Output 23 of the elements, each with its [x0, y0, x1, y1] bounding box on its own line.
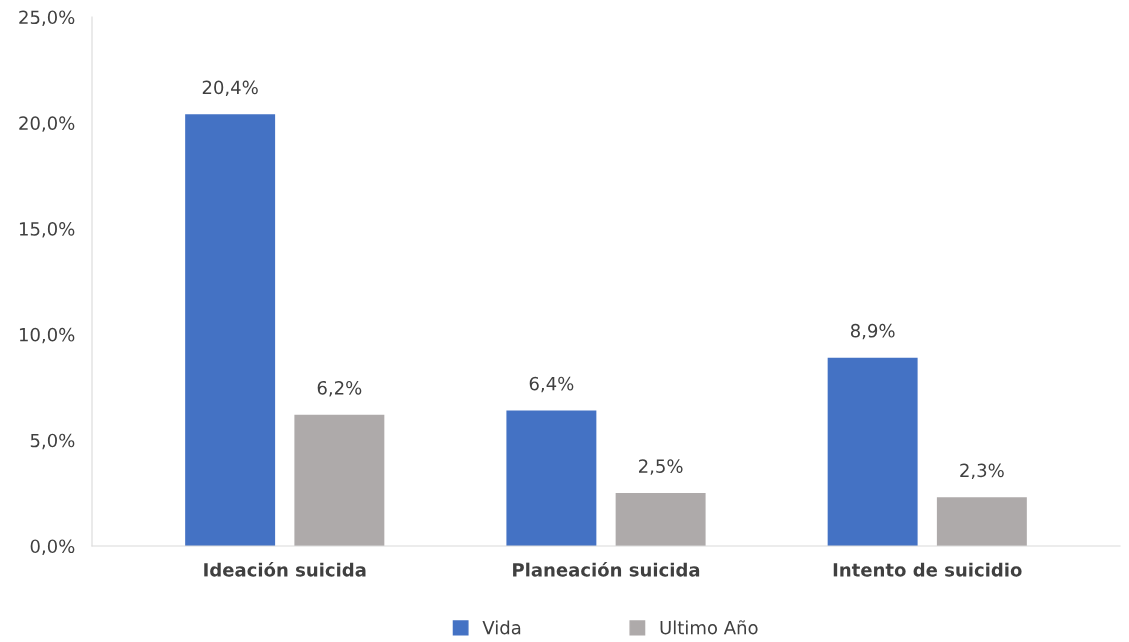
x-tick-label: Intento de suicidio: [833, 562, 1022, 577]
data-label: 2,5%: [639, 459, 683, 475]
bar: [506, 410, 597, 546]
data-label: 6,4%: [529, 376, 574, 393]
legend-label: Ultimo Año: [660, 620, 758, 635]
bar: [294, 414, 385, 546]
x-tick-label: Ideación suicida: [204, 561, 366, 577]
bar: [185, 114, 276, 546]
bar: [936, 497, 1027, 546]
y-tick-label: 10,0%: [19, 327, 75, 344]
y-tick-label: 25,0%: [19, 10, 75, 26]
y-tick-label: 5,0%: [30, 433, 75, 450]
data-label: 20,4%: [202, 80, 258, 97]
data-label: 6,2%: [317, 380, 362, 397]
y-tick-label: 0,0%: [30, 539, 75, 555]
x-tick-label: Planeación suicida: [513, 561, 700, 577]
legend-label: Vida: [482, 620, 521, 635]
bar: [827, 357, 918, 546]
data-label: 8,9%: [850, 323, 895, 340]
data-label: 2,3%: [960, 463, 1004, 480]
y-tick-label: 20,0%: [19, 116, 75, 132]
y-tick-label: 15,0%: [19, 222, 75, 238]
bar: [615, 493, 706, 546]
